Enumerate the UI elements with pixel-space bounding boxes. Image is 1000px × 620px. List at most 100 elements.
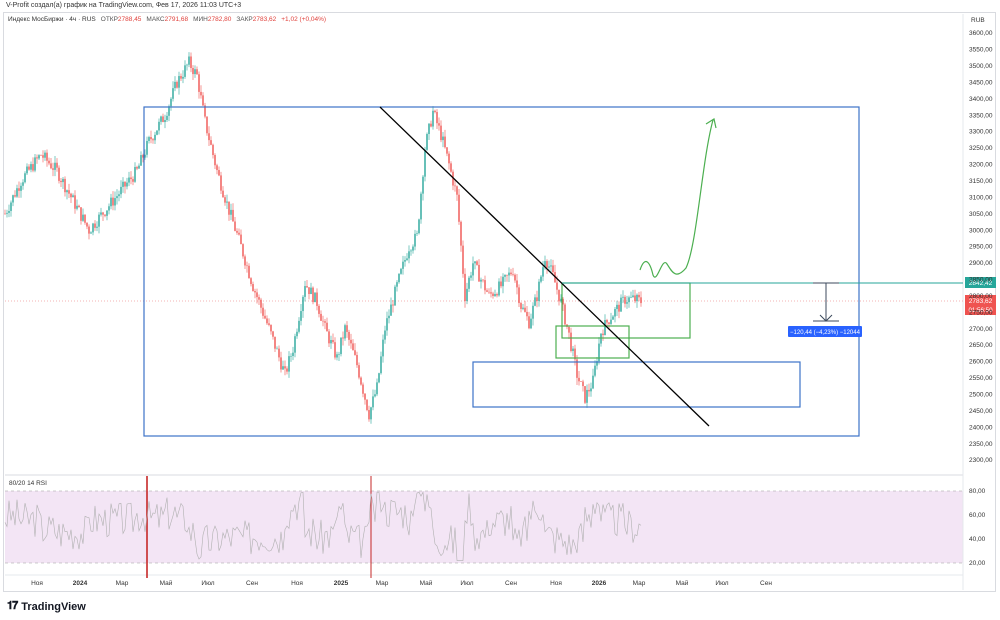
candle-body [154,134,156,141]
candle-body [114,198,116,206]
candle-body [494,294,496,296]
candle-body [378,373,380,383]
rsi-tick: 40,00 [969,536,986,543]
candle-body [390,304,392,316]
candle-body [318,305,320,314]
candle-body [6,212,8,214]
rsi-indicator-label[interactable]: 80/20 14 RSI [9,480,47,487]
candle-body [62,178,64,183]
candle-body [602,333,604,336]
candle-body [42,155,44,158]
candle-body [120,186,122,195]
candle-body [636,294,638,302]
projection-arrowhead [705,118,717,129]
candle-body [504,274,506,277]
candle-body [592,375,594,389]
candle-body [616,304,618,310]
candle-body [170,98,172,107]
candle-body [200,91,202,96]
time-tick: Ноя [291,580,303,587]
price-tick: 2600,00 [969,359,993,366]
projection-path[interactable] [639,119,714,278]
candle-body [432,110,434,127]
candle-body [136,166,138,169]
descending-trendline[interactable] [379,106,710,427]
candle-body [292,352,294,357]
candle-body [516,280,518,288]
candle-body [142,155,144,158]
candle-body [526,311,528,317]
time-tick: Июл [460,580,473,587]
candle-body [138,165,140,169]
candle-body [544,261,546,268]
candle-body [536,297,538,301]
candle-body [316,292,318,306]
candle-body [412,246,414,251]
candle-body [512,274,514,275]
candle-body [196,69,198,75]
candle-body [36,157,38,159]
candle-body [400,268,402,274]
candle-body [192,68,194,75]
candle-body [420,193,422,220]
candle-body [64,178,66,193]
candle-body [560,298,562,302]
candle-body [586,389,588,403]
support-zone-box[interactable] [472,361,801,408]
candle-body [594,365,596,376]
candle-body [132,179,134,182]
price-tick: 3300,00 [969,129,993,136]
candle-body [396,282,398,287]
symbol-name[interactable]: Индекс МосБиржи · 4ч · RUS [8,16,96,23]
candle-body [466,288,468,302]
candle-body [168,106,170,116]
candle-body [456,186,458,195]
candle-body [174,81,176,89]
candle-body [640,297,642,304]
small-green-box[interactable] [555,325,630,359]
price-tick: 3550,00 [969,47,993,54]
price-axis-ticks: 3600,00 3550,00 3500,00 3450,00 3400,00 3350,… [969,30,993,464]
candle-body [506,274,508,276]
candle-body [204,105,206,117]
candle-body [276,348,278,350]
candle-body [34,157,36,171]
candle-body [572,348,574,351]
candle-body [366,399,368,411]
currency-label: RUB [971,17,985,24]
candle-body [100,212,102,215]
candle-body [562,298,564,305]
upper-green-box[interactable] [561,282,691,339]
candle-body [176,81,178,88]
target-price-badge [965,277,996,288]
candle-body [46,152,48,161]
tradingview-logo[interactable]: 𝟏𝟕 TradingView [7,600,86,613]
candle-body [614,309,616,317]
large-range-box[interactable] [143,106,860,437]
candle-body [502,276,504,287]
candle-body [56,162,58,168]
candle-body [496,294,498,296]
candle-body [388,315,390,319]
candle-body [488,291,490,293]
candle-body [278,348,280,358]
price-tick: 2550,00 [969,375,993,382]
candle-body [82,214,84,221]
candle-body [424,149,426,177]
candle-body [202,95,204,106]
candle-body [304,286,306,297]
candle-body [12,195,14,203]
time-tick: Мар [376,580,389,587]
candle-body [44,152,46,158]
candle-body [274,336,276,349]
candle-body [160,116,162,122]
measure-text: −120,44 (−4,23%) −12044 [790,330,861,336]
candle-body [328,331,330,344]
candle-body [608,322,610,324]
candle-body [368,410,370,420]
candle-body [230,209,232,215]
candle-body [530,318,532,329]
candle-body [376,382,378,395]
price-tick: 2650,00 [969,342,993,349]
